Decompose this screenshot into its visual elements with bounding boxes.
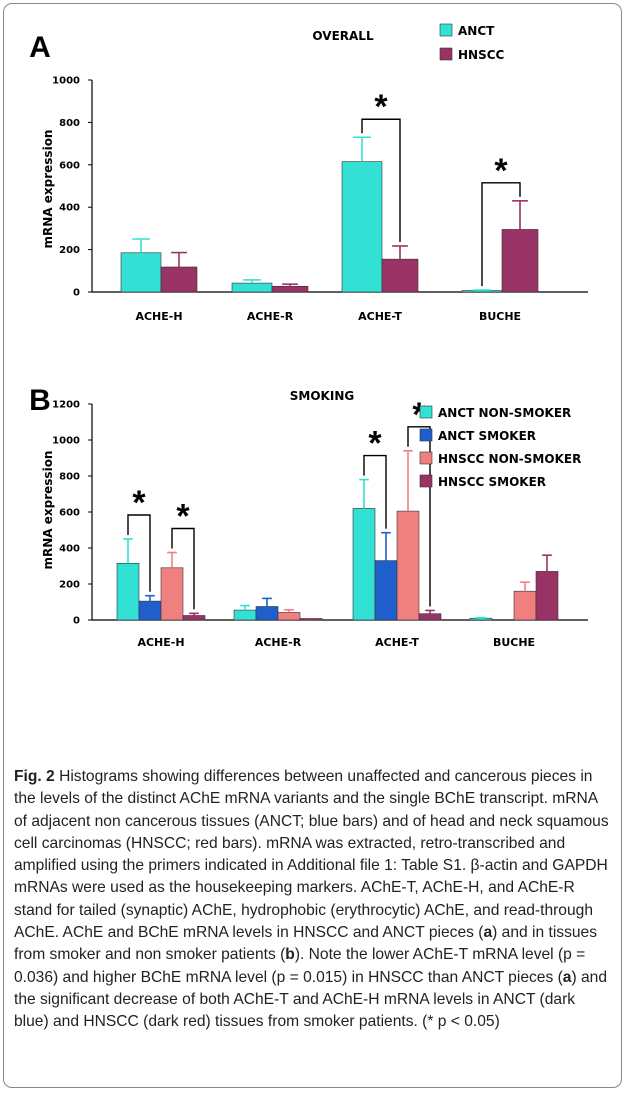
panel-b-legend-swatch-0 xyxy=(419,405,433,419)
caption-figure-label: Fig. 2 xyxy=(14,768,55,785)
panel-a-letter: A xyxy=(29,31,51,64)
panel-b-legend-swatch-3 xyxy=(419,474,433,488)
caption-part-5: a xyxy=(562,968,572,986)
panel-b-bar-0-3 xyxy=(182,615,206,621)
panel-a-category-label-0: ACHE-H xyxy=(135,310,182,323)
panel-b-title: SMOKING xyxy=(290,389,354,403)
panel-b-legend-label-2: HNSCC NON-SMOKER xyxy=(438,452,581,466)
panel-a-significance-bracket-1 xyxy=(481,182,521,287)
panel-a-bar-0-1 xyxy=(160,266,198,293)
panel-a-y-tick-label: 800 xyxy=(59,118,80,129)
figure-charts: A OVERALL mRNA expression 0 200 400 600 800 1000… xyxy=(29,23,588,649)
panel-b-bar-3-3 xyxy=(535,571,559,621)
panel-a-bar-0-0 xyxy=(120,252,162,293)
panel-b-y-tick-label: 1000 xyxy=(52,436,80,447)
panel-a-legend-swatch-0 xyxy=(439,23,453,37)
panel-a-category-label-3: BUCHE xyxy=(479,310,521,323)
panel-a-bar-2-0 xyxy=(341,161,383,293)
panel-b-y-tick-label: 1200 xyxy=(52,400,80,411)
panel-b-significance-bracket-0 xyxy=(127,514,151,592)
panel-b-bar-2-1 xyxy=(374,560,398,621)
panel-a-y-tick-label: 200 xyxy=(59,245,80,256)
panel-b-y-tick-label: 600 xyxy=(59,508,80,519)
panel-b-bar-0-1 xyxy=(138,600,162,621)
panel-b-significance-star-1: * xyxy=(176,498,190,536)
panel-a-legend-label-0: ANCT xyxy=(458,24,495,38)
panel-b-bar-1-1 xyxy=(255,606,279,621)
panel-b-y-axis-label: mRNA expression xyxy=(41,451,55,570)
panel-b-bar-2-2 xyxy=(396,510,420,621)
panel-b-bar-2-0 xyxy=(352,508,376,621)
panel-b-y-tick-label: 400 xyxy=(59,544,80,555)
panel-a-category-label-1: ACHE-R xyxy=(247,310,294,323)
panel-b-category-label-0: ACHE-H xyxy=(137,636,184,649)
panel-b-significance-bracket-2 xyxy=(363,454,387,529)
panel-a-y-tick-label: 400 xyxy=(59,203,80,214)
panel-b-legend-label-3: HNSCC SMOKER xyxy=(438,475,546,489)
panel-b-bar-0-0 xyxy=(116,562,140,621)
panel-b-legend-swatch-1 xyxy=(419,428,433,442)
panel-b-letter: B xyxy=(29,384,51,417)
panel-b-y-tick-label: 800 xyxy=(59,472,80,483)
caption-part-6: ) and the significant decrease of both A… xyxy=(14,968,608,1031)
panel-b-category-label-3: BUCHE xyxy=(493,636,535,649)
panel-a-bar-3-1 xyxy=(501,229,539,293)
panel-b-bar-3-2 xyxy=(513,590,537,621)
panel-b-category-label-2: ACHE-T xyxy=(375,636,419,649)
caption-body: Histograms showing differences between u… xyxy=(14,768,609,1030)
figure-frame xyxy=(3,3,622,1088)
panel-b-bar-1-0 xyxy=(233,609,257,621)
panel-a-title: OVERALL xyxy=(312,29,374,43)
panel-b-category-label-1: ACHE-R xyxy=(255,636,302,649)
panel-b-significance-star-2: * xyxy=(368,425,382,463)
panel-b-y-tick-label: 200 xyxy=(59,580,80,591)
panel-a-bar-1-1 xyxy=(271,285,309,293)
panel-b-legend-label-1: ANCT SMOKER xyxy=(438,429,536,443)
panel-a-significance-star-1: * xyxy=(494,152,508,190)
figure-caption: Fig. 2 Histograms showing differences be… xyxy=(14,766,614,1034)
caption-part-2: ) and in tissues from smoker and non smo… xyxy=(14,924,598,964)
panel-a-y-axis-label: mRNA expression xyxy=(41,130,55,249)
panel-a-legend-label-1: HNSCC xyxy=(458,48,505,62)
panel-a-bar-2-1 xyxy=(381,258,419,293)
panel-b-bar-3-0 xyxy=(469,617,493,621)
panel-a-y-tick-label: 0 xyxy=(73,288,80,299)
panel-b-y-tick-label: 0 xyxy=(73,616,80,627)
panel-b-legend-label-0: ANCT NON-SMOKER xyxy=(438,406,571,420)
panel-a-significance-bracket-0 xyxy=(361,118,401,242)
panel-b-significance-bracket-1 xyxy=(171,527,195,610)
panel-b-bar-2-3 xyxy=(418,613,442,621)
panel-b-significance-star-3: * xyxy=(412,396,426,434)
caption-part-1: a xyxy=(483,924,493,942)
panel-b-bar-1-2 xyxy=(277,612,301,621)
panel-a-y-tick-label: 1000 xyxy=(52,76,80,87)
panel-a-category-label-2: ACHE-T xyxy=(358,310,402,323)
panel-a-significance-star-0: * xyxy=(374,88,388,126)
panel-b-legend-swatch-2 xyxy=(419,451,433,465)
panel-b-significance-bracket-3 xyxy=(407,426,431,607)
panel-a-y-tick-label: 600 xyxy=(59,160,80,171)
panel-b-significance-star-0: * xyxy=(132,484,146,522)
caption-part-3: b xyxy=(285,946,295,964)
caption-part-0: Histograms showing differences between u… xyxy=(14,768,609,942)
panel-b-bar-0-2 xyxy=(160,567,184,621)
caption-part-4: ). Note the lower AChE-T mRNA level (p =… xyxy=(14,946,586,986)
panel-a-bar-1-0 xyxy=(231,282,273,293)
panel-a-legend-swatch-1 xyxy=(439,47,453,61)
